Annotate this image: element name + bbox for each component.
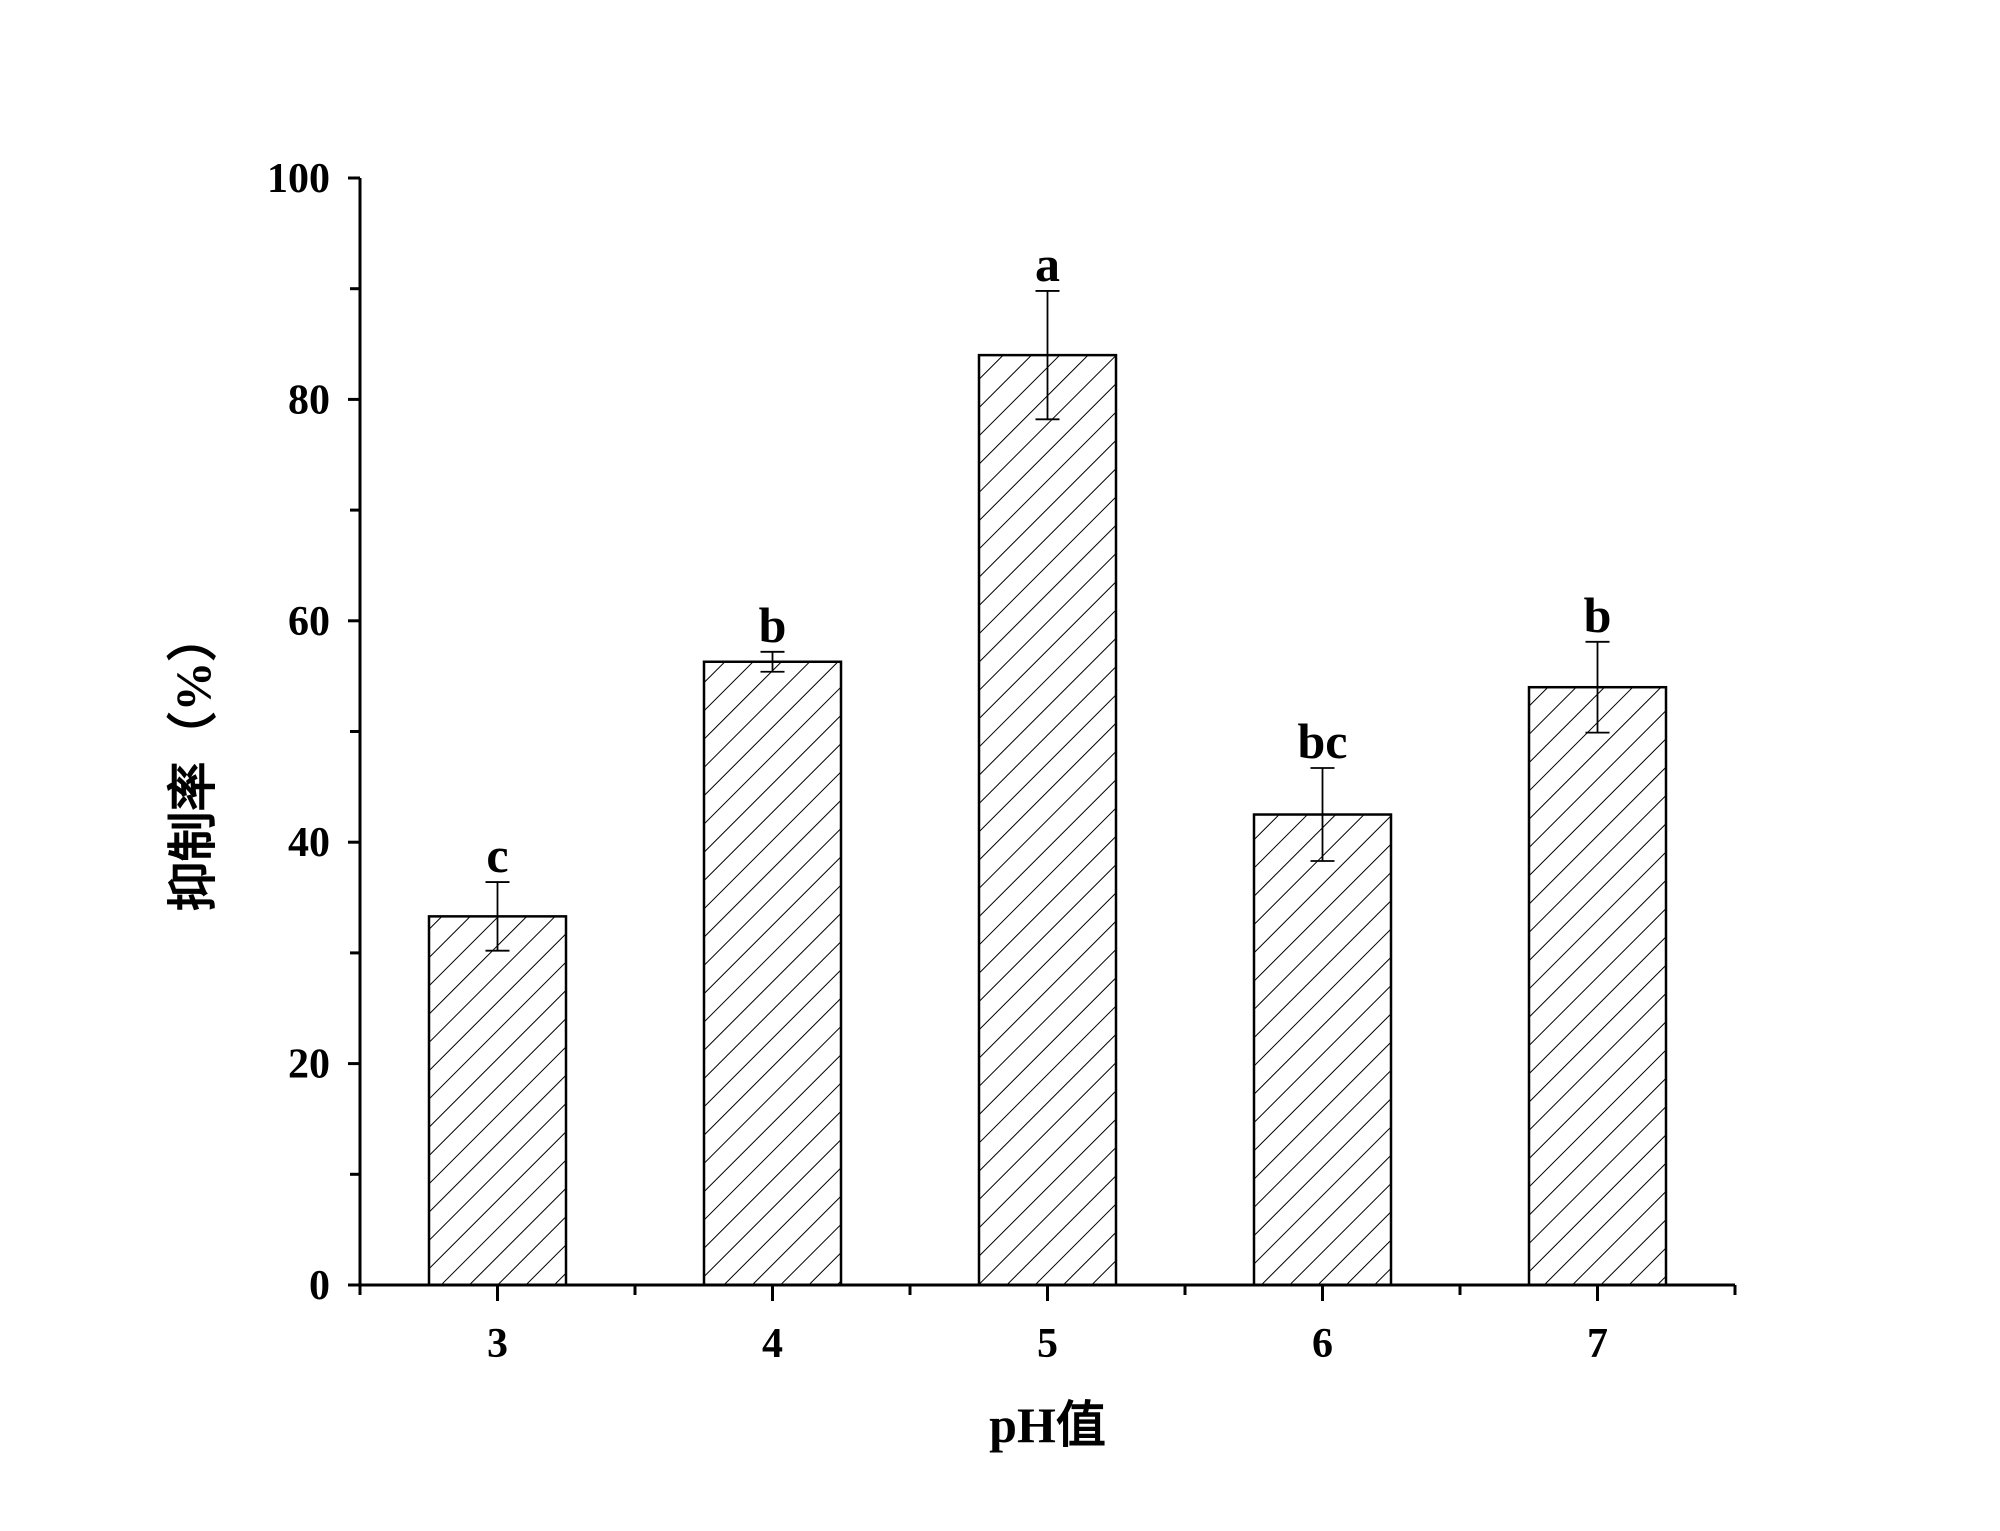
significance-letter: a [1035,236,1060,292]
significance-letter: b [1584,587,1612,643]
labels-layer: 0 20 40 60 80 100 c 3 b 4 a 5 bc 6 b 7 [267,156,1611,1367]
y-tick-label: 100 [267,156,330,202]
x-tick-label: 4 [762,1321,783,1367]
x-axis-title: pH值 [989,1397,1106,1453]
bar-ph-7 [1527,685,1668,1287]
significance-letter: c [486,827,508,883]
significance-letter: b [759,597,787,653]
bar-ph-4 [702,660,843,1287]
ticks-layer [348,176,1737,1301]
bar-ph-6 [1252,813,1393,1287]
bar-ph-5 [977,353,1118,1287]
significance-letter: bc [1298,713,1348,769]
x-tick-label: 6 [1312,1321,1333,1367]
x-tick-label: 7 [1587,1321,1608,1367]
bars-layer [427,353,1668,1287]
y-axis-title: 抑制率（%） [165,612,221,912]
y-tick-label: 0 [309,1263,330,1309]
error-bars-layer [485,290,1610,952]
bar-ph-3 [427,915,568,1287]
x-tick-label: 5 [1037,1321,1058,1367]
y-tick-label: 60 [288,599,330,645]
y-tick-label: 40 [288,820,330,866]
y-tick-label: 80 [288,377,330,423]
x-tick-label: 3 [487,1321,508,1367]
y-tick-label: 20 [288,1042,330,1088]
